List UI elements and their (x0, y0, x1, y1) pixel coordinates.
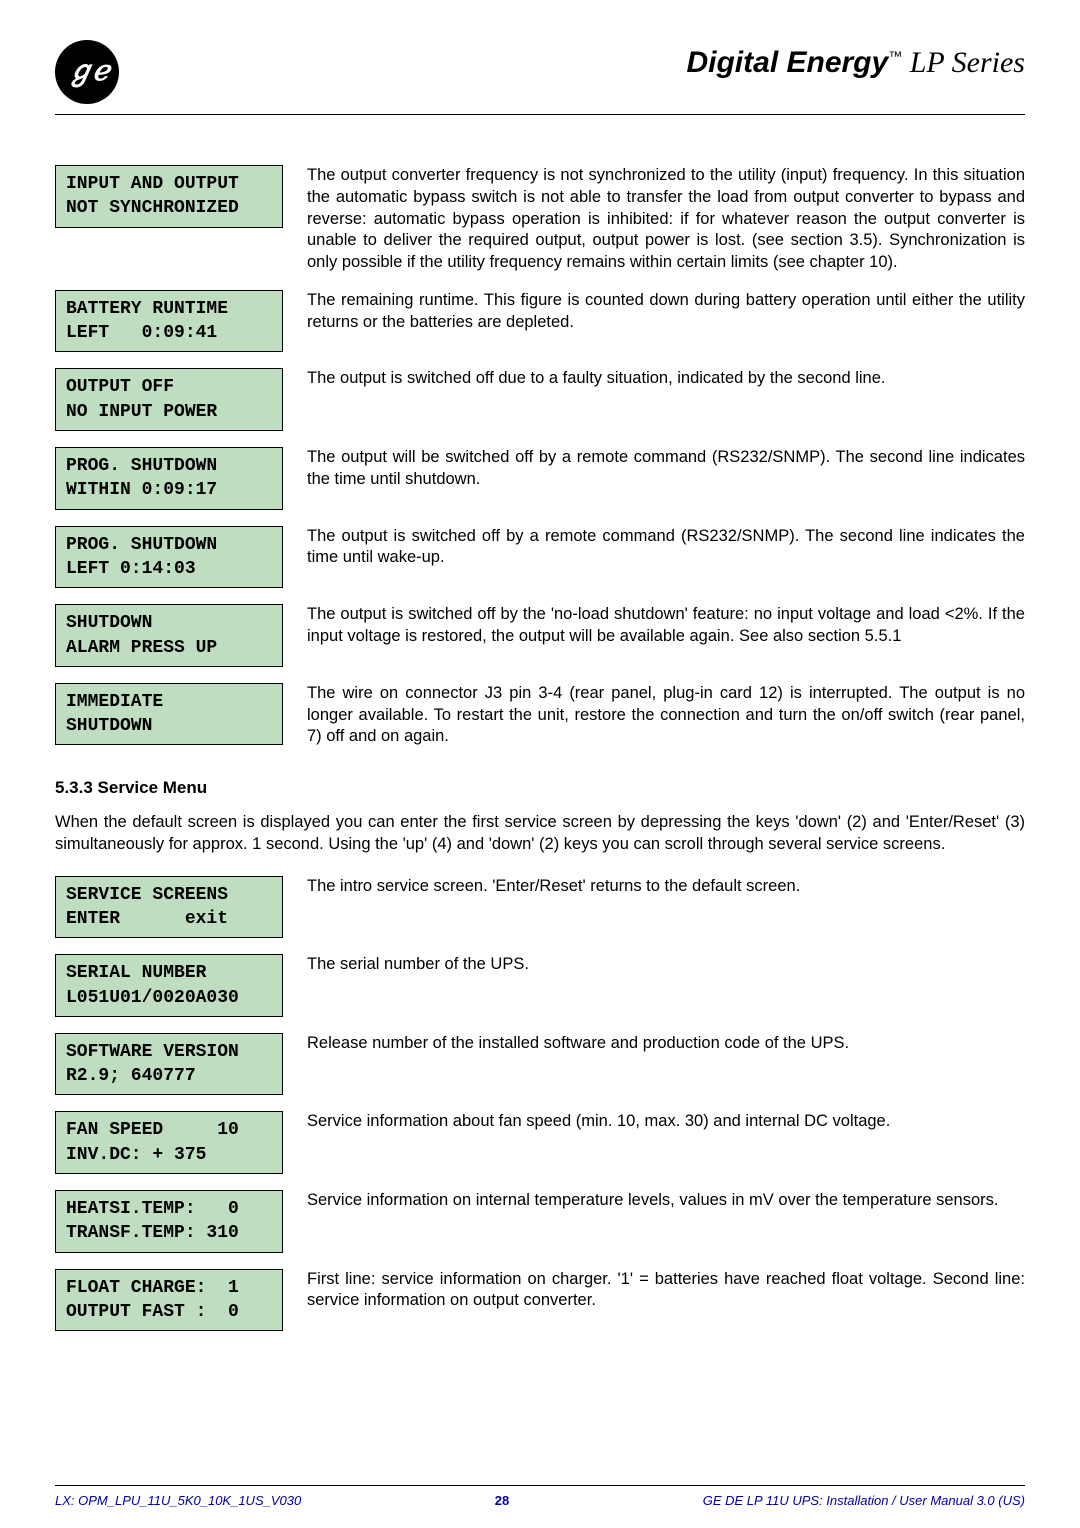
brand-title: Digital Energy™ LP Series (686, 46, 1025, 80)
lcd-display: SHUTDOWN ALARM PRESS UP (55, 604, 283, 667)
service-row: SERVICE SCREENS ENTER exit The intro ser… (55, 876, 1025, 939)
service-blocks: SERVICE SCREENS ENTER exit The intro ser… (55, 876, 1025, 1332)
brand-series: LP Series (902, 46, 1025, 79)
lcd-display: BATTERY RUNTIME LEFT 0:09:41 (55, 290, 283, 353)
service-row: HEATSI.TEMP: 0 TRANSF.TEMP: 310 Service … (55, 1190, 1025, 1253)
service-description: The serial number of the UPS. (307, 954, 1025, 976)
lcd-display: FAN SPEED 10 INV.DC: + 375 (55, 1111, 283, 1174)
service-menu-heading: 5.3.3 Service Menu (55, 778, 1025, 798)
status-row: SHUTDOWN ALARM PRESS UP The output is sw… (55, 604, 1025, 667)
status-row: OUTPUT OFF NO INPUT POWER The output is … (55, 368, 1025, 431)
lcd-display: INPUT AND OUTPUT NOT SYNCHRONIZED (55, 165, 283, 228)
service-menu-intro: When the default screen is displayed you… (55, 812, 1025, 856)
brand-name: Digital Energy (686, 46, 888, 79)
page-footer: LX: OPM_LPU_11U_5K0_10K_1US_V030 28 GE D… (55, 1493, 1025, 1508)
footer-right: GE DE LP 11U UPS: Installation / User Ma… (703, 1493, 1025, 1508)
service-row: FAN SPEED 10 INV.DC: + 375 Service infor… (55, 1111, 1025, 1174)
service-row: SERIAL NUMBER L051U01/0020A030 The seria… (55, 954, 1025, 1017)
footer-left: LX: OPM_LPU_11U_5K0_10K_1US_V030 (55, 1493, 301, 1508)
status-row: IMMEDIATE SHUTDOWN The wire on connector… (55, 683, 1025, 748)
service-row: FLOAT CHARGE: 1 OUTPUT FAST : 0 First li… (55, 1269, 1025, 1332)
lcd-display: SOFTWARE VERSION R2.9; 640777 (55, 1033, 283, 1096)
lcd-display: HEATSI.TEMP: 0 TRANSF.TEMP: 310 (55, 1190, 283, 1253)
lcd-display: SERVICE SCREENS ENTER exit (55, 876, 283, 939)
footer-page-number: 28 (495, 1493, 509, 1508)
ge-logo-glyph: ℊℯ (62, 47, 112, 97)
service-description: Service information about fan speed (min… (307, 1111, 1025, 1133)
lcd-display: OUTPUT OFF NO INPUT POWER (55, 368, 283, 431)
status-row: PROG. SHUTDOWN WITHIN 0:09:17 The output… (55, 447, 1025, 510)
status-description: The wire on connector J3 pin 3-4 (rear p… (307, 683, 1025, 748)
status-row: INPUT AND OUTPUT NOT SYNCHRONIZED The ou… (55, 165, 1025, 274)
brand-tm: ™ (888, 48, 902, 64)
ge-logo: ℊℯ (55, 40, 119, 104)
service-description: Service information on internal temperat… (307, 1190, 1025, 1212)
page-header: ℊℯ Digital Energy™ LP Series (55, 40, 1025, 104)
status-description: The output is switched off by a remote c… (307, 526, 1025, 570)
lcd-display: PROG. SHUTDOWN WITHIN 0:09:17 (55, 447, 283, 510)
lcd-display: IMMEDIATE SHUTDOWN (55, 683, 283, 746)
service-row: SOFTWARE VERSION R2.9; 640777 Release nu… (55, 1033, 1025, 1096)
lcd-display: FLOAT CHARGE: 1 OUTPUT FAST : 0 (55, 1269, 283, 1332)
svg-text:ℊℯ: ℊℯ (67, 56, 112, 88)
lcd-display: PROG. SHUTDOWN LEFT 0:14:03 (55, 526, 283, 589)
status-description: The output is switched off due to a faul… (307, 368, 1025, 390)
footer-divider (55, 1485, 1025, 1486)
header-divider (55, 114, 1025, 115)
status-description: The output will be switched off by a rem… (307, 447, 1025, 491)
status-row: BATTERY RUNTIME LEFT 0:09:41 The remaini… (55, 290, 1025, 353)
status-description: The remaining runtime. This figure is co… (307, 290, 1025, 334)
service-description: Release number of the installed software… (307, 1033, 1025, 1055)
status-description: The output converter frequency is not sy… (307, 165, 1025, 274)
status-blocks: INPUT AND OUTPUT NOT SYNCHRONIZED The ou… (55, 165, 1025, 748)
status-description: The output is switched off by the 'no-lo… (307, 604, 1025, 648)
lcd-display: SERIAL NUMBER L051U01/0020A030 (55, 954, 283, 1017)
service-description: First line: service information on charg… (307, 1269, 1025, 1313)
status-row: PROG. SHUTDOWN LEFT 0:14:03 The output i… (55, 526, 1025, 589)
service-description: The intro service screen. 'Enter/Reset' … (307, 876, 1025, 898)
